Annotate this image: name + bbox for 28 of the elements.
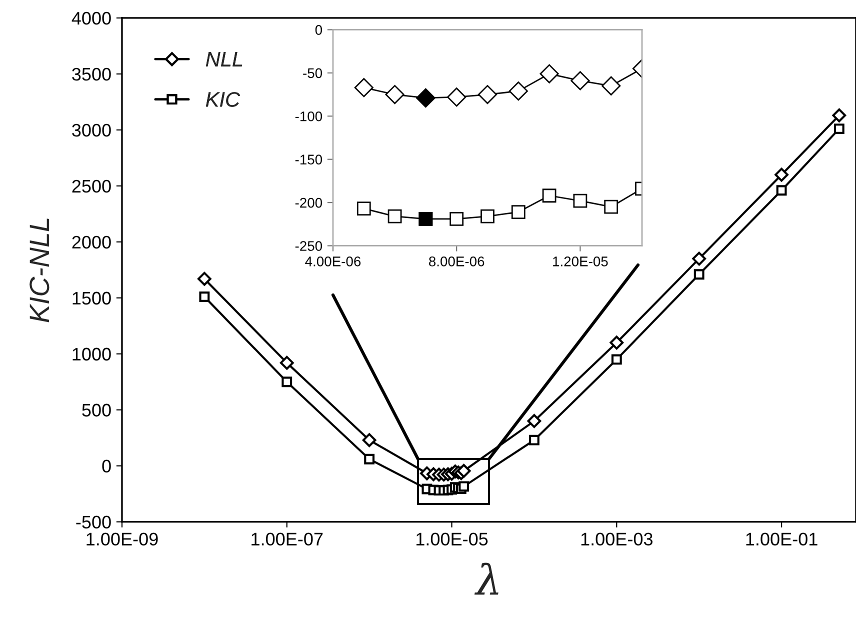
y-tick-label: 0	[102, 460, 111, 473]
x-tick-label: 1.00E-01	[746, 532, 818, 546]
y-tick-label: 3500	[72, 68, 111, 81]
x-tick-label: 1.00E-07	[252, 532, 323, 546]
y-tick-label: 3000	[72, 124, 111, 137]
x-tick-label: 1.20E-05	[553, 256, 608, 266]
x-tick-label: 1.00E-03	[581, 532, 652, 546]
y-tick-label: -100	[295, 111, 322, 122]
y-tick-label: -50	[303, 68, 322, 78]
y-tick-label: -500	[76, 516, 111, 529]
y-tick-label: 4000	[72, 12, 111, 25]
y-tick-label: 500	[82, 404, 111, 417]
y-tick-label: 0	[315, 25, 322, 35]
y-tick-label: 1500	[72, 292, 111, 305]
y-tick-label: 2500	[72, 180, 111, 193]
legend-label: NLL	[206, 52, 242, 66]
x-tick-label: 1.00E-05	[416, 532, 488, 546]
x-axis-title: λ	[474, 562, 498, 595]
y-tick-label: -250	[295, 241, 322, 251]
y-tick-label: -200	[295, 198, 322, 208]
y-axis-title: KIC-NLL	[30, 218, 50, 322]
x-tick-label: 1.00E-09	[86, 532, 158, 546]
x-tick-label: 8.00E-06	[429, 256, 484, 266]
y-tick-label: -150	[295, 154, 322, 164]
y-tick-label: 1000	[72, 348, 111, 361]
legend-label: KIC	[206, 92, 240, 107]
x-tick-label: 4.00E-06	[305, 256, 361, 266]
y-tick-label: 2000	[72, 236, 111, 249]
